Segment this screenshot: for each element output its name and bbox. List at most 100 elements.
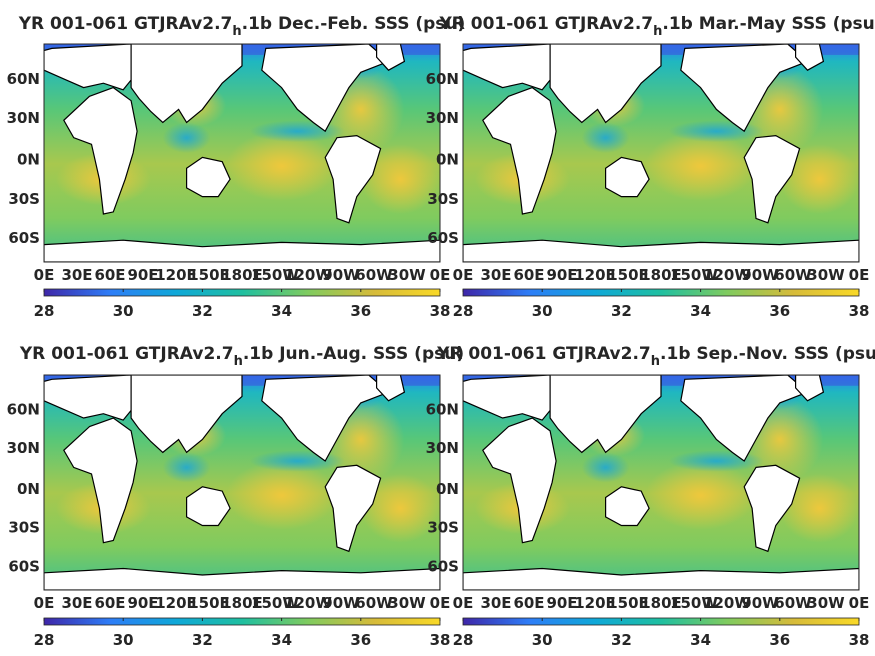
x-tick-label: 180E [640, 594, 682, 612]
colorbar: 28 30 32 34 36 38 [453, 617, 870, 649]
panel-title: YR 001-061 GTJRAv2.7h.1b Dec.-Feb. SSS (… [18, 14, 466, 39]
y-tick-label: 0N [436, 151, 459, 169]
x-tick-label: 150W [670, 594, 718, 612]
low-salinity-region [249, 120, 345, 143]
y-tick-label: 30N [7, 439, 40, 457]
colorbar-tick-label: 32 [611, 302, 632, 320]
colorbar-gradient [462, 288, 860, 297]
x-tick-label: 90W [741, 266, 779, 284]
land-asia [549, 375, 662, 454]
x-tick-label: 60W [774, 594, 812, 612]
land-antarctica [463, 239, 859, 262]
x-tick-label: 60W [774, 266, 812, 284]
x-tick-label: 120E [574, 266, 616, 284]
high-salinity-region [645, 131, 757, 201]
y-tick-label: 0N [436, 480, 459, 498]
colorbar: 28 30 32 34 36 38 [453, 288, 869, 320]
low-salinity-region [249, 450, 345, 472]
colorbar-tick-label: 36 [350, 631, 371, 649]
land-south-america [743, 134, 801, 224]
land-south-america [324, 464, 382, 553]
x-tick-label: 150E [188, 594, 230, 612]
x-tick-label: 0E [430, 594, 451, 612]
y-tick-label: 30N [426, 109, 459, 127]
y-tick-label: 60S [8, 557, 40, 575]
map-frame [43, 374, 441, 591]
high-salinity-region [645, 461, 757, 530]
low-salinity-region [668, 120, 764, 143]
y-tick-label: 60N [426, 70, 459, 88]
colorbar-tick-label: 28 [34, 631, 55, 649]
colorbar-tick-label: 34 [271, 631, 292, 649]
land-greenland [376, 44, 406, 71]
x-tick-label: 150W [670, 266, 718, 284]
land-asia [130, 375, 243, 454]
colorbar-tick-label: 38 [430, 302, 451, 320]
map-panel-1: YR 001-061 GTJRAv2.7h.1b Dec.-Feb. SSS (… [7, 14, 466, 320]
land-asia [130, 44, 243, 124]
colorbar-tick-label: 32 [192, 302, 213, 320]
x-tick-label: 90E [546, 594, 577, 612]
y-tick-label: 0N [17, 480, 40, 498]
x-tick-label: 90W [322, 594, 360, 612]
map-panel-2: YR 001-061 GTJRAv2.7h.1b Mar.-May SSS (p… [426, 14, 875, 320]
x-tick-label: 0E [453, 266, 474, 284]
x-tick-label: 0E [849, 594, 870, 612]
y-tick-label: 30S [8, 190, 40, 208]
x-tick-label: 120W [703, 594, 751, 612]
sss-field [44, 44, 440, 262]
x-tick-label: 30W [388, 266, 426, 284]
y-tick-label: 60S [427, 229, 459, 247]
colorbar-tick-label: 38 [430, 631, 451, 649]
land-africa [63, 417, 138, 544]
x-tick-label: 30W [807, 594, 845, 612]
x-tick-label: 30E [480, 266, 511, 284]
colorbar-tick-label: 38 [849, 631, 870, 649]
low-salinity-region [162, 452, 211, 483]
colorbar: 28 30 32 34 36 38 [34, 288, 451, 320]
map-frame [462, 43, 860, 263]
x-tick-label: 90W [322, 266, 360, 284]
land-asia [549, 44, 662, 124]
land-greenland [795, 375, 825, 402]
land-africa [63, 86, 138, 215]
high-salinity-region [226, 131, 338, 201]
x-tick-label: 60E [513, 266, 544, 284]
low-salinity-region [668, 450, 764, 472]
colorbar-tick-label: 28 [453, 302, 474, 320]
x-tick-label: 90W [741, 594, 779, 612]
x-tick-label: 120E [155, 594, 197, 612]
x-tick-label: 90E [546, 266, 577, 284]
land-australia [605, 156, 650, 198]
x-tick-label: 30E [61, 266, 92, 284]
x-tick-label: 150W [251, 266, 299, 284]
x-tick-label: 150E [607, 266, 649, 284]
colorbar-tick-label: 34 [690, 631, 711, 649]
colorbar-tick-label: 28 [34, 302, 55, 320]
x-tick-label: 0E [34, 266, 55, 284]
map-panel-3: YR 001-061 GTJRAv2.7h.1b Jun.-Aug. SSS (… [7, 344, 465, 649]
x-tick-label: 150E [188, 266, 230, 284]
panel-title: YR 001-061 GTJRAv2.7h.1b Sep.-Nov. SSS (… [436, 344, 875, 369]
land-south-america [743, 464, 801, 553]
land-antarctica [463, 567, 859, 590]
land-greenland [376, 375, 406, 402]
x-tick-label: 0E [430, 266, 451, 284]
colorbar-tick-label: 30 [532, 302, 553, 320]
x-tick-label: 60E [94, 594, 125, 612]
land-antarctica [44, 239, 440, 262]
sss-field [44, 375, 440, 590]
x-tick-label: 180E [221, 266, 263, 284]
x-tick-label: 60E [94, 266, 125, 284]
colorbar-tick-label: 28 [453, 631, 474, 649]
x-tick-label: 120E [155, 266, 197, 284]
high-salinity-region [360, 144, 440, 215]
colorbar-tick-label: 32 [192, 631, 213, 649]
x-tick-label: 30W [807, 266, 845, 284]
x-tick-label: 90E [127, 266, 158, 284]
y-tick-label: 30N [426, 439, 459, 457]
x-tick-label: 120W [703, 266, 751, 284]
panel-title: YR 001-061 GTJRAv2.7h.1b Mar.-May SSS (p… [438, 14, 875, 39]
colorbar: 28 30 32 34 36 38 [34, 617, 451, 649]
high-salinity-region [226, 461, 338, 530]
